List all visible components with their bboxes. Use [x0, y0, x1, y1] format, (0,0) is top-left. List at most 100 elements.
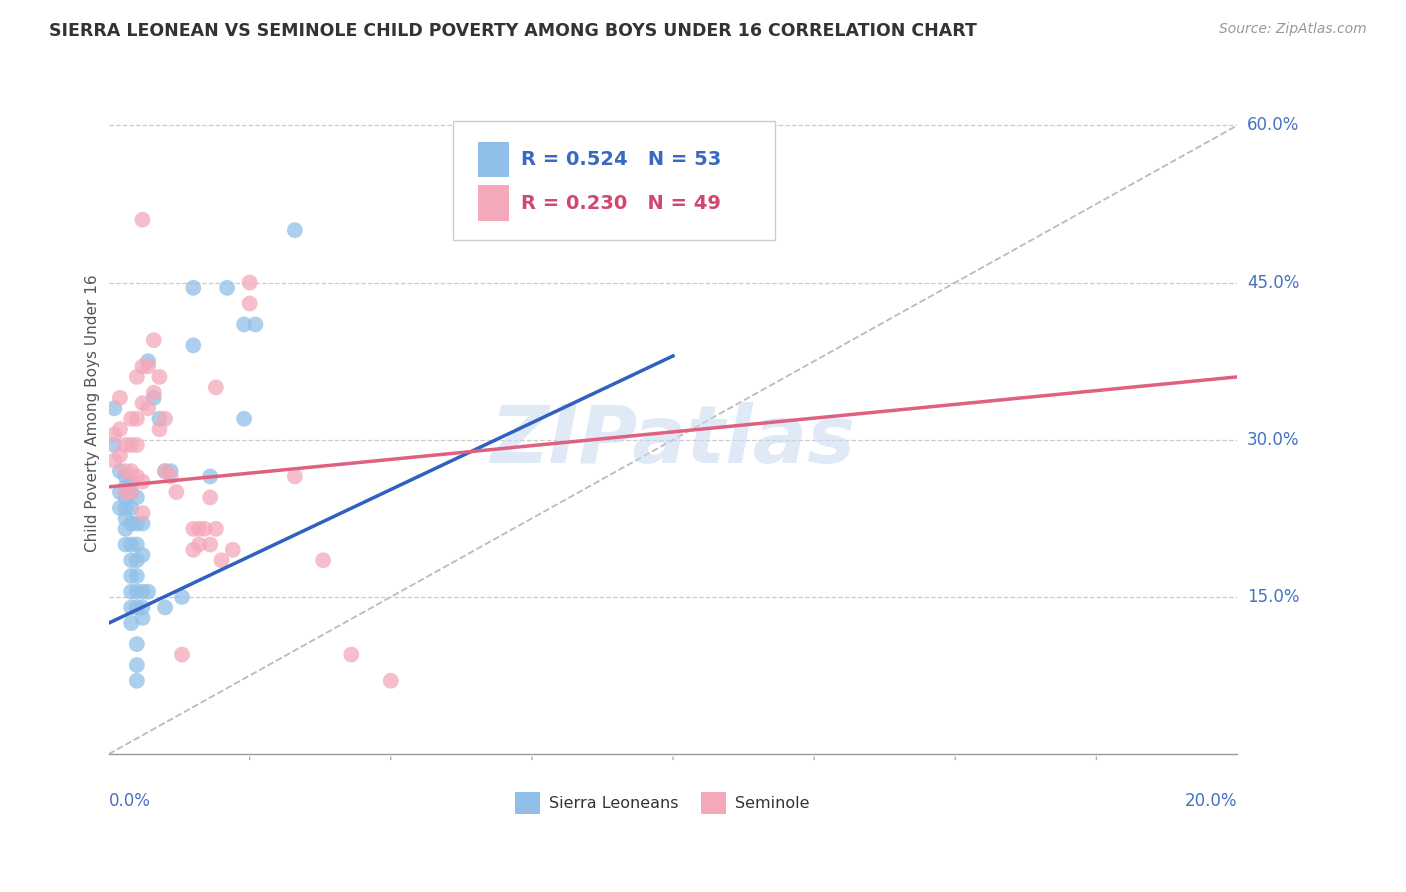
- Point: [181, 281, 204, 295]
- Point: [103, 427, 125, 442]
- Text: 30.0%: 30.0%: [1247, 431, 1299, 449]
- Text: Sierra Leoneans: Sierra Leoneans: [548, 796, 678, 811]
- Point: [120, 464, 142, 478]
- Point: [114, 485, 136, 500]
- Point: [148, 422, 170, 436]
- Point: [284, 469, 307, 483]
- Point: [131, 506, 153, 520]
- Point: [125, 584, 148, 599]
- Point: [120, 485, 142, 500]
- Point: [114, 469, 136, 483]
- Point: [170, 648, 193, 662]
- Point: [159, 469, 181, 483]
- Point: [142, 391, 165, 405]
- Point: [312, 553, 335, 567]
- Point: [125, 469, 148, 483]
- Point: [239, 296, 262, 310]
- Point: [125, 658, 148, 673]
- Point: [114, 522, 136, 536]
- Point: [125, 411, 148, 425]
- Text: ZIPatlas: ZIPatlas: [491, 401, 855, 480]
- Point: [200, 537, 222, 551]
- Point: [222, 542, 245, 557]
- Point: [108, 500, 131, 515]
- Point: [120, 600, 142, 615]
- Point: [170, 590, 193, 604]
- Bar: [702, 792, 725, 814]
- Point: [120, 438, 142, 452]
- Point: [153, 464, 176, 478]
- Point: [136, 584, 159, 599]
- Point: [120, 516, 142, 531]
- Point: [120, 500, 142, 515]
- Point: [120, 569, 142, 583]
- Text: Seminole: Seminole: [735, 796, 810, 811]
- Point: [108, 391, 131, 405]
- Point: [120, 584, 142, 599]
- Point: [114, 511, 136, 525]
- Point: [131, 396, 153, 410]
- Text: R = 0.524   N = 53: R = 0.524 N = 53: [520, 150, 721, 169]
- Point: [114, 464, 136, 478]
- Point: [131, 611, 153, 625]
- Point: [211, 553, 233, 567]
- Point: [131, 516, 153, 531]
- Point: [159, 464, 181, 478]
- Point: [125, 537, 148, 551]
- Point: [120, 411, 142, 425]
- Text: Source: ZipAtlas.com: Source: ZipAtlas.com: [1219, 22, 1367, 37]
- Point: [131, 359, 153, 374]
- Bar: [478, 142, 509, 178]
- Point: [131, 600, 153, 615]
- Point: [181, 522, 204, 536]
- Point: [108, 464, 131, 478]
- Point: [181, 338, 204, 352]
- Point: [125, 438, 148, 452]
- Point: [245, 318, 267, 332]
- Point: [148, 370, 170, 384]
- Point: [103, 453, 125, 467]
- Point: [187, 522, 209, 536]
- Point: [125, 491, 148, 505]
- Point: [120, 485, 142, 500]
- Point: [108, 485, 131, 500]
- Point: [148, 411, 170, 425]
- Point: [233, 411, 256, 425]
- Point: [108, 422, 131, 436]
- Point: [136, 359, 159, 374]
- Point: [165, 485, 187, 500]
- Text: 60.0%: 60.0%: [1247, 116, 1299, 135]
- Point: [125, 553, 148, 567]
- Point: [131, 584, 153, 599]
- Text: 20.0%: 20.0%: [1185, 791, 1237, 810]
- Point: [120, 553, 142, 567]
- Point: [114, 537, 136, 551]
- Point: [114, 438, 136, 452]
- Point: [125, 673, 148, 688]
- Point: [120, 537, 142, 551]
- Text: 45.0%: 45.0%: [1247, 274, 1299, 292]
- Point: [131, 548, 153, 562]
- Point: [153, 464, 176, 478]
- Point: [108, 449, 131, 463]
- Point: [340, 648, 363, 662]
- Text: 15.0%: 15.0%: [1247, 588, 1299, 606]
- Point: [239, 276, 262, 290]
- Point: [114, 480, 136, 494]
- Point: [233, 318, 256, 332]
- Text: 0.0%: 0.0%: [108, 791, 150, 810]
- FancyBboxPatch shape: [453, 120, 775, 240]
- Bar: [478, 186, 509, 221]
- Text: SIERRA LEONEAN VS SEMINOLE CHILD POVERTY AMONG BOYS UNDER 16 CORRELATION CHART: SIERRA LEONEAN VS SEMINOLE CHILD POVERTY…: [49, 22, 977, 40]
- Point: [125, 516, 148, 531]
- Point: [136, 354, 159, 368]
- Point: [181, 542, 204, 557]
- Point: [205, 522, 228, 536]
- Point: [125, 637, 148, 651]
- Text: R = 0.230   N = 49: R = 0.230 N = 49: [520, 194, 720, 212]
- Point: [380, 673, 402, 688]
- Point: [114, 500, 136, 515]
- Point: [153, 600, 176, 615]
- Point: [136, 401, 159, 416]
- Point: [125, 600, 148, 615]
